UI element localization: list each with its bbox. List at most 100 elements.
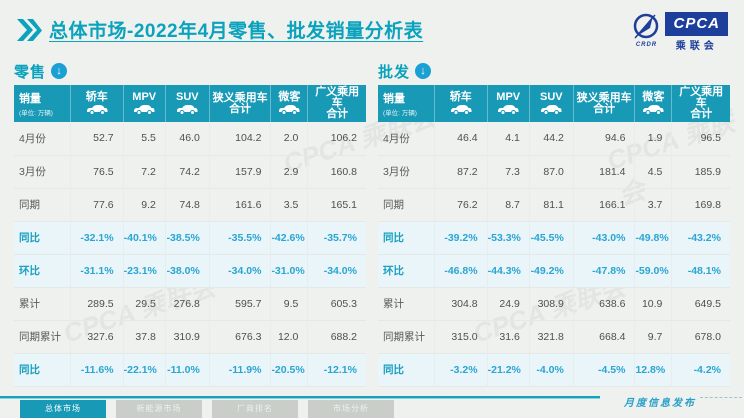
cell-value: 7.3 xyxy=(487,155,530,188)
cell-value: 678.0 xyxy=(694,330,721,343)
column-header: 微客 xyxy=(270,85,309,122)
cell-value: -31.0% xyxy=(270,254,309,287)
cell-value: 1.9 xyxy=(634,122,673,155)
cell-value: 185.9 xyxy=(694,165,721,178)
emblem-text: CRDR xyxy=(635,42,658,48)
column-header: 狭义乘用车 合计 xyxy=(209,85,272,122)
table-row: 同期累计 315.0 31.6 321.8 668.4 9.7 678.0 xyxy=(378,320,730,353)
tab-market-analysis[interactable]: 市场分析 xyxy=(308,400,394,418)
table-row: 同期 77.6 9.2 74.8 161.6 3.5 165.1 xyxy=(14,188,366,221)
car-icon xyxy=(437,104,485,115)
cell-value: 638.6 xyxy=(573,287,636,320)
cell-value: 321.8 xyxy=(529,320,574,353)
row-label: 4月份 xyxy=(14,122,71,155)
cell-value: -49.8% xyxy=(634,221,673,254)
cell-value: -11.9% xyxy=(209,353,272,386)
wholesale-table: 销量 (单位: 万辆) 轿车 MPV SUV 狭义乘用车 合计 微客 广义乘用车 合计 4月份… xyxy=(378,85,730,387)
table-row: 同期 76.2 8.7 81.1 166.1 3.7 169.8 xyxy=(378,188,730,221)
cell-value: 74.8 xyxy=(165,188,210,221)
cell-value: -11.6% xyxy=(70,353,124,386)
cell-value: 5.5 xyxy=(123,122,166,155)
cell-value: 24.9 xyxy=(487,287,530,320)
cpca-logo: CRDR CPCA 乘联会 xyxy=(631,12,728,52)
cell-value: 605.3 xyxy=(330,297,357,310)
cell-value: -45.5% xyxy=(529,221,574,254)
table-row: 3月份 87.2 7.3 87.0 181.4 4.5 185.9 xyxy=(378,155,730,188)
cell-value: 76.2 xyxy=(434,188,488,221)
measure-header: 销量 (单位: 万辆) xyxy=(14,85,71,122)
cell-value: -35.5% xyxy=(209,221,272,254)
cell-value: 166.1 xyxy=(573,188,636,221)
column-label: 合计 xyxy=(326,108,349,120)
cell-value: -4.5% xyxy=(573,353,636,386)
column-header: 轿车 xyxy=(70,85,124,122)
cell-value: 106.2 xyxy=(330,132,357,145)
cell-value: 595.7 xyxy=(209,287,272,320)
cell-value: 2.0 xyxy=(270,122,309,155)
row-label: 累计 xyxy=(378,287,435,320)
cell-value: 52.7 xyxy=(70,122,124,155)
cell-value: 96.5 xyxy=(700,132,721,145)
column-label: 广义乘用车 xyxy=(315,86,360,109)
table-row: 同期累计 327.6 37.8 310.9 676.3 12.0 688.2 xyxy=(14,320,366,353)
cell-value: -4.0% xyxy=(529,353,574,386)
cell-value: -38.0% xyxy=(165,254,210,287)
cell-value: 160.8 xyxy=(330,165,357,178)
tab-oem-ranking[interactable]: 厂商排名 xyxy=(212,400,298,418)
column-header: 狭义乘用车 合计 xyxy=(573,85,636,122)
row-label: 同比 xyxy=(14,353,71,386)
tab-overall-market[interactable]: 总体市场 xyxy=(20,400,106,418)
column-label: 微客 xyxy=(642,91,665,103)
table-row: 同比 -3.2% -21.2% -4.0% -4.5% 12.8% -4.2% xyxy=(378,353,730,386)
cell-value: -35.7% xyxy=(323,231,357,244)
row-label: 同期累计 xyxy=(14,320,71,353)
car-icon xyxy=(532,104,571,115)
cell-value: -42.6% xyxy=(270,221,309,254)
column-label: 合计 xyxy=(690,108,713,120)
cell-value: -21.2% xyxy=(487,353,530,386)
column-label: 合计 xyxy=(229,102,252,115)
cell-value: -44.3% xyxy=(487,254,530,287)
table-row: 3月份 76.5 7.2 74.2 157.9 2.9 160.8 xyxy=(14,155,366,188)
cell-value: 3.5 xyxy=(270,188,309,221)
column-label: SUV xyxy=(176,91,199,103)
cell-value: 668.4 xyxy=(573,320,636,353)
cell-value: 29.5 xyxy=(123,287,166,320)
row-label: 同比 xyxy=(14,221,71,254)
cell-value: 289.5 xyxy=(70,287,124,320)
down-arrow-icon: ↓ xyxy=(51,63,68,79)
cell-value: 94.6 xyxy=(573,122,636,155)
table-row: 同比 -11.6% -22.1% -11.0% -11.9% -20.5% -12.1% xyxy=(14,353,366,386)
cell-value: 12.8% xyxy=(634,353,673,386)
car-icon xyxy=(126,104,163,115)
row-label: 同期 xyxy=(378,188,435,221)
column-label: 狭义乘用车 xyxy=(212,91,268,104)
cell-value: -43.0% xyxy=(573,221,636,254)
column-label: MPV xyxy=(132,91,157,103)
cell-value: 157.9 xyxy=(209,155,272,188)
cell-value: 4.5 xyxy=(634,155,673,188)
cell-value: 276.8 xyxy=(165,287,210,320)
cell-value: -20.5% xyxy=(270,353,309,386)
cell-value: -49.2% xyxy=(529,254,574,287)
section-label-wholesale: 批发 xyxy=(378,63,411,81)
cell-value: -46.8% xyxy=(434,254,488,287)
cell-value: 74.2 xyxy=(165,155,210,188)
cell-value: 169.8 xyxy=(694,198,721,211)
table-row: 4月份 52.7 5.5 46.0 104.2 2.0 106.2 xyxy=(14,122,366,155)
cell-value: -59.0% xyxy=(634,254,673,287)
cell-value: -40.1% xyxy=(123,221,166,254)
cell-value: -39.2% xyxy=(434,221,488,254)
cell-value: -34.0% xyxy=(323,264,357,277)
column-header: SUV xyxy=(165,85,210,122)
column-label: 狭义乘用车 xyxy=(576,91,632,104)
cell-value: 44.2 xyxy=(529,122,574,155)
row-label: 3月份 xyxy=(378,155,435,188)
cell-value: 165.1 xyxy=(330,198,357,211)
cell-value: 676.3 xyxy=(209,320,272,353)
tab-nev-market[interactable]: 新能源市场 xyxy=(116,400,202,418)
cpca-emblem-icon: CRDR xyxy=(631,12,661,48)
cell-value: -11.0% xyxy=(165,353,210,386)
cell-value: -23.1% xyxy=(123,254,166,287)
cell-value: -43.2% xyxy=(687,231,721,244)
